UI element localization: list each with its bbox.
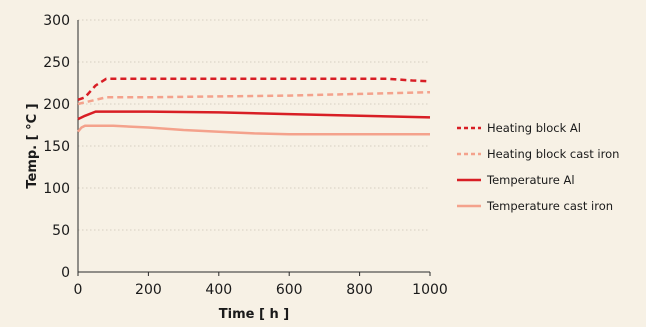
axes: [77, 20, 431, 276]
y-tick-label: 200: [43, 97, 70, 113]
legend-label: Heating block cast iron: [487, 147, 619, 161]
legend-item: Heating block Al: [457, 121, 581, 135]
series-lines: [77, 77, 431, 136]
grid-lines: [78, 19, 430, 231]
legend-label: Heating block Al: [487, 121, 581, 135]
y-tick-label: 100: [43, 181, 70, 197]
series-line-2: [77, 90, 431, 106]
legend-item: Temperature Al: [457, 173, 575, 187]
legend-item: Heating block cast iron: [457, 147, 619, 161]
x-axis-title: Time [ h ]: [219, 307, 289, 322]
x-tick-label: 200: [135, 282, 162, 298]
y-tick-label: 250: [43, 55, 70, 71]
legend: Heating block Al Heating block cast iron T…: [457, 121, 619, 213]
y-tick-label: 0: [61, 265, 70, 281]
legend-item: Temperature cast iron: [457, 199, 613, 213]
y-tick-label: 50: [52, 223, 70, 239]
y-tick-label: 300: [43, 13, 70, 29]
y-axis-title: Temp. [ °C ]: [25, 103, 40, 188]
series-line-3: [77, 110, 431, 121]
x-tick-label: 800: [346, 282, 373, 298]
x-tick-labels: 0 200 400 600 800 1000: [74, 282, 448, 298]
x-tick-label: 0: [74, 282, 83, 298]
y-tick-label: 150: [43, 139, 70, 155]
x-tick-label: 1000: [412, 282, 448, 298]
series-line-1: [77, 77, 431, 101]
legend-label: Temperature Al: [486, 173, 575, 187]
legend-label: Temperature cast iron: [486, 199, 613, 213]
series-line-4: [77, 124, 430, 136]
x-tick-label: 600: [276, 282, 303, 298]
x-tick-label: 400: [205, 282, 232, 298]
y-tick-labels: 0 50 100 150 200 250 300: [43, 13, 70, 281]
